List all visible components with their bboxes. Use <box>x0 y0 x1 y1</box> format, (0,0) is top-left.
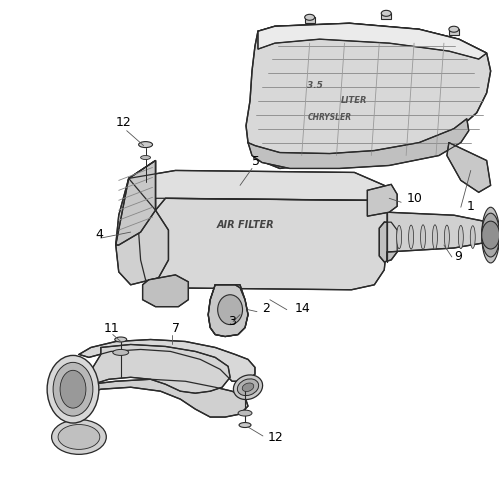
Text: 3: 3 <box>228 314 236 328</box>
Bar <box>304 18 314 24</box>
Text: LITER: LITER <box>341 96 367 106</box>
Ellipse shape <box>432 225 438 250</box>
Ellipse shape <box>53 362 93 416</box>
Text: CHRYSLER: CHRYSLER <box>308 113 352 122</box>
Polygon shape <box>208 285 248 337</box>
Ellipse shape <box>47 356 99 423</box>
Polygon shape <box>380 222 397 262</box>
Text: AIR FILTER: AIR FILTER <box>216 220 274 230</box>
Ellipse shape <box>458 226 464 248</box>
Ellipse shape <box>238 379 258 396</box>
Ellipse shape <box>52 420 106 454</box>
Polygon shape <box>116 160 156 245</box>
Ellipse shape <box>482 213 500 257</box>
Ellipse shape <box>218 294 242 324</box>
Text: 11: 11 <box>104 322 120 334</box>
Ellipse shape <box>234 375 262 400</box>
Polygon shape <box>116 160 168 285</box>
Text: 3.5: 3.5 <box>306 82 322 90</box>
Ellipse shape <box>238 410 252 416</box>
Text: 4: 4 <box>96 228 104 241</box>
Polygon shape <box>79 340 255 382</box>
Text: 5: 5 <box>252 156 260 168</box>
Text: 9: 9 <box>454 250 462 263</box>
Text: 12: 12 <box>116 116 132 128</box>
Ellipse shape <box>420 225 426 250</box>
Ellipse shape <box>113 350 128 356</box>
Polygon shape <box>387 212 490 262</box>
Ellipse shape <box>482 221 500 249</box>
Polygon shape <box>208 285 248 337</box>
Polygon shape <box>248 118 469 168</box>
Ellipse shape <box>115 337 126 342</box>
Ellipse shape <box>408 225 414 249</box>
Text: 12: 12 <box>268 431 283 444</box>
Polygon shape <box>138 186 389 290</box>
Ellipse shape <box>396 226 402 249</box>
Bar <box>382 14 391 20</box>
Ellipse shape <box>58 424 100 450</box>
Polygon shape <box>128 170 384 210</box>
Bar <box>449 29 459 35</box>
Ellipse shape <box>140 156 150 160</box>
Polygon shape <box>447 142 490 192</box>
Polygon shape <box>368 184 397 216</box>
Polygon shape <box>66 380 248 417</box>
Polygon shape <box>258 24 486 59</box>
Ellipse shape <box>449 26 459 32</box>
Ellipse shape <box>470 226 475 248</box>
Ellipse shape <box>482 207 500 263</box>
Ellipse shape <box>444 225 450 249</box>
Text: 2: 2 <box>262 302 270 314</box>
Polygon shape <box>142 275 188 306</box>
Ellipse shape <box>239 422 251 428</box>
Text: 14: 14 <box>295 302 310 314</box>
Ellipse shape <box>138 142 152 148</box>
Text: 7: 7 <box>172 322 180 334</box>
Ellipse shape <box>382 10 391 16</box>
Ellipse shape <box>242 383 254 392</box>
Text: 1: 1 <box>467 200 474 213</box>
Polygon shape <box>246 24 490 169</box>
Ellipse shape <box>60 370 86 408</box>
Text: 10: 10 <box>407 192 423 205</box>
Polygon shape <box>89 344 230 393</box>
Ellipse shape <box>304 14 314 20</box>
